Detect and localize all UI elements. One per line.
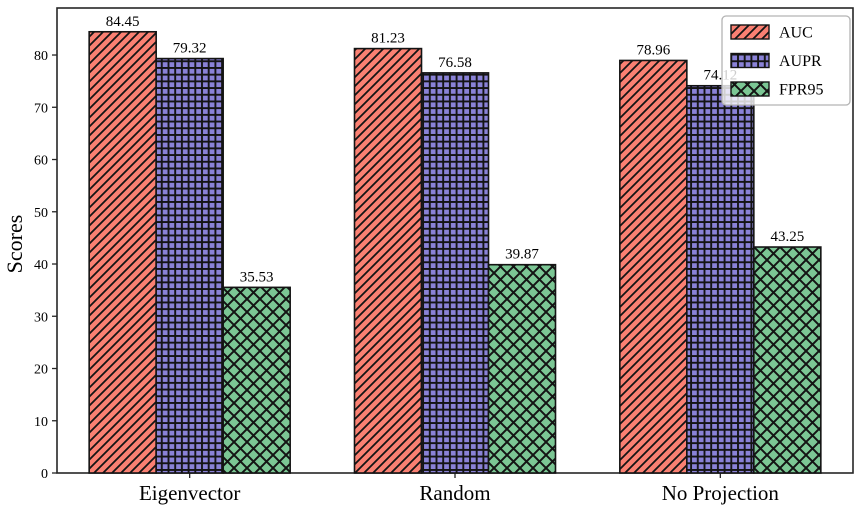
bar-auc-3 <box>619 59 688 474</box>
legend-label: AUC <box>779 25 813 42</box>
bar-auc-1 <box>88 30 157 474</box>
bar-aupr-3 <box>686 84 755 474</box>
bar-aupr-1 <box>155 57 224 474</box>
y-tick-label: 0 <box>41 467 48 482</box>
legend-label: FPR95 <box>779 82 823 99</box>
y-tick-label: 60 <box>34 154 48 169</box>
legend-label: AUPR <box>779 53 822 70</box>
bars: 84.4579.3235.5381.2376.5839.8778.9674.12… <box>88 14 822 474</box>
y-tick-label: 80 <box>34 49 48 64</box>
y-tick-label: 40 <box>34 258 48 273</box>
bar-fpr95-1 <box>222 286 291 474</box>
legend-swatch-grid-hatch <box>730 52 770 69</box>
legend: AUC AUPR FPR95 <box>721 15 851 106</box>
y-tick-label: 10 <box>34 415 48 430</box>
bar-value-label: 35.53 <box>240 269 274 285</box>
bar-aupr-2 <box>420 72 490 474</box>
x-tick-label: Random <box>419 481 490 505</box>
bar-auc-2 <box>353 47 423 474</box>
y-axis: 0 10 20 30 40 50 60 70 80 Scores <box>2 49 57 482</box>
bar-value-label: 84.45 <box>106 14 140 30</box>
legend-item-fpr95: FPR95 <box>730 81 823 99</box>
bar-value-label: 76.58 <box>438 55 472 71</box>
bar-value-label: 81.23 <box>371 31 405 47</box>
x-axis: Eigenvector Random No Projection <box>139 473 780 505</box>
bar-fpr95-2 <box>487 263 557 474</box>
y-tick-label: 50 <box>34 206 48 221</box>
y-axis-title: Scores <box>2 215 27 274</box>
bar-value-label: 79.32 <box>173 41 207 57</box>
legend-swatch-cross-hatch <box>730 81 770 97</box>
legend-swatch-diagonal-hatch <box>730 24 770 40</box>
legend-item-aupr: AUPR <box>730 52 822 70</box>
y-tick-label: 70 <box>34 101 48 116</box>
y-tick-label: 20 <box>34 363 48 378</box>
legend-item-auc: AUC <box>730 24 813 42</box>
bar-fpr95-3 <box>753 246 822 474</box>
bar-value-label: 43.25 <box>770 229 804 245</box>
bar-value-label: 39.87 <box>505 247 539 263</box>
x-tick-label: No Projection <box>662 481 780 505</box>
x-tick-label: Eigenvector <box>139 481 240 505</box>
y-tick-label: 30 <box>34 310 48 325</box>
bar-value-label: 78.96 <box>636 42 670 58</box>
